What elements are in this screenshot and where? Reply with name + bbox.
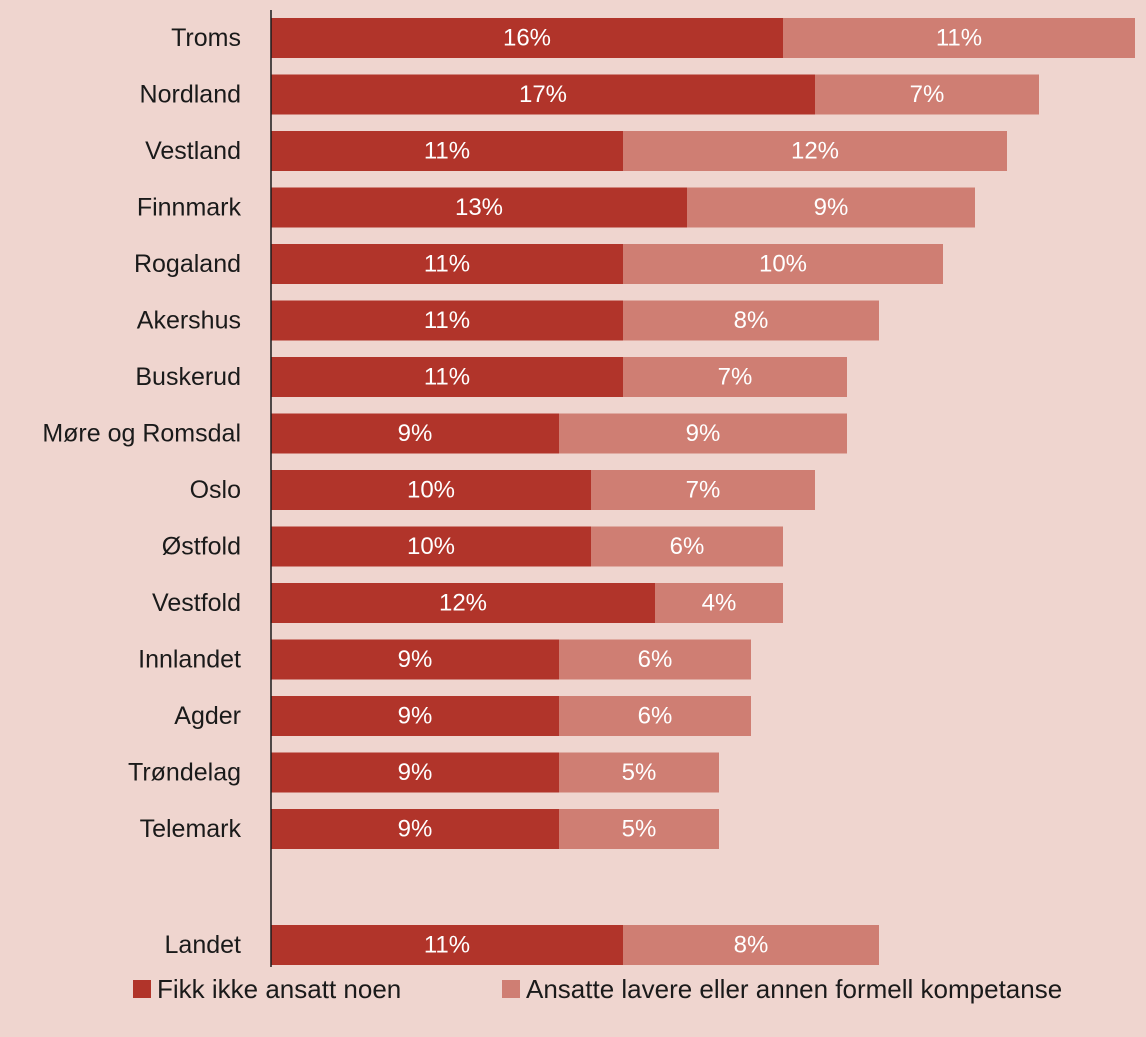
value-label-rogaland-series-2: 10% — [759, 251, 807, 278]
category-label-innlandet: Innlandet — [138, 646, 241, 674]
category-label-ostfold: Østfold — [162, 533, 241, 561]
value-label-agder-series-1: 9% — [398, 703, 433, 730]
bar-nordland-series-2 — [815, 74, 1039, 115]
bar-buskerud-series-1 — [271, 357, 623, 397]
value-label-vestfold-series-1: 12% — [439, 590, 487, 617]
bar-landet-series-1 — [271, 925, 623, 965]
value-label-landet-series-1: 11% — [424, 932, 470, 959]
bar-innlandet-series-1 — [271, 639, 559, 680]
category-label-vestfold: Vestfold — [152, 589, 241, 617]
category-label-buskerud: Buskerud — [135, 363, 241, 391]
category-label-more-og-romsdal: Møre og Romsdal — [42, 420, 241, 448]
value-label-vestfold-series-2: 4% — [702, 590, 737, 617]
value-label-innlandet-series-1: 9% — [398, 646, 433, 673]
category-label-akershus: Akershus — [137, 307, 241, 335]
bar-more-og-romsdal-series-1 — [271, 413, 559, 454]
bar-troms-series-1 — [271, 18, 783, 58]
value-label-finnmark-series-2: 9% — [814, 194, 849, 221]
value-label-nordland-series-2: 7% — [910, 81, 945, 108]
value-label-buskerud-series-2: 7% — [718, 364, 753, 391]
bar-landet-series-2 — [623, 925, 879, 965]
category-label-rogaland: Rogaland — [134, 250, 241, 278]
bar-vestland-series-1 — [271, 131, 623, 171]
bar-troms-series-2 — [783, 18, 1135, 58]
value-label-oslo-series-1: 10% — [407, 477, 455, 504]
bar-more-og-romsdal-series-2 — [559, 413, 847, 454]
legend-item-series-1: Fikk ikke ansatt noen — [133, 969, 401, 1009]
category-label-vestland: Vestland — [145, 137, 241, 165]
bar-rogaland-series-1 — [271, 244, 623, 284]
bar-oslo-series-2 — [591, 470, 815, 510]
bar-trondelag-series-2 — [559, 752, 719, 793]
legend-label-series-1: Fikk ikke ansatt noen — [157, 974, 402, 1004]
value-label-akershus-series-2: 8% — [734, 307, 769, 334]
bar-ostfold-series-1 — [271, 526, 591, 567]
value-label-innlandet-series-2: 6% — [638, 646, 673, 673]
bar-finnmark-series-2 — [687, 187, 975, 228]
category-label-landet: Landet — [165, 931, 242, 959]
value-label-troms-series-2: 11% — [936, 25, 982, 52]
value-label-telemark-series-1: 9% — [398, 816, 433, 843]
value-label-trondelag-series-2: 5% — [622, 759, 657, 786]
value-label-vestland-series-1: 11% — [424, 138, 470, 165]
value-label-agder-series-2: 6% — [638, 703, 673, 730]
bar-telemark-series-2 — [559, 809, 719, 849]
value-label-finnmark-series-1: 13% — [455, 194, 503, 221]
bar-oslo-series-1 — [271, 470, 591, 510]
value-label-nordland-series-1: 17% — [519, 81, 567, 108]
bar-trondelag-series-1 — [271, 752, 559, 793]
value-label-buskerud-series-1: 11% — [424, 364, 470, 391]
bar-vestfold-series-2 — [655, 583, 783, 623]
value-label-troms-series-1: 16% — [503, 25, 551, 52]
value-label-rogaland-series-1: 11% — [424, 251, 470, 278]
bar-akershus-series-2 — [623, 300, 879, 341]
legend-swatch-series-2 — [502, 980, 520, 998]
bar-agder-series-1 — [271, 696, 559, 736]
value-label-ostfold-series-2: 6% — [670, 533, 705, 560]
category-label-trondelag: Trøndelag — [128, 759, 241, 787]
bar-finnmark-series-1 — [271, 187, 687, 228]
legend-label-series-2: Ansatte lavere eller annen formell kompe… — [526, 974, 1063, 1004]
bar-vestfold-series-1 — [271, 583, 655, 623]
value-label-oslo-series-2: 7% — [686, 477, 721, 504]
category-label-nordland: Nordland — [140, 81, 241, 109]
bar-rogaland-series-2 — [623, 244, 943, 284]
bar-agder-series-2 — [559, 696, 751, 736]
category-label-telemark: Telemark — [140, 815, 242, 843]
value-label-ostfold-series-1: 10% — [407, 533, 455, 560]
bar-innlandet-series-2 — [559, 639, 751, 680]
bar-telemark-series-1 — [271, 809, 559, 849]
value-label-akershus-series-1: 11% — [424, 307, 470, 334]
bar-buskerud-series-2 — [623, 357, 847, 397]
bar-vestland-series-2 — [623, 131, 1007, 171]
category-label-agder: Agder — [174, 702, 241, 730]
bar-akershus-series-1 — [271, 300, 623, 341]
category-label-finnmark: Finnmark — [137, 194, 242, 222]
value-label-vestland-series-2: 12% — [791, 138, 839, 165]
chart-legend: Fikk ikke ansatt noen Ansatte lavere ell… — [0, 969, 1146, 1009]
legend-swatch-series-1 — [133, 980, 151, 998]
value-label-landet-series-2: 8% — [734, 932, 769, 959]
bar-ostfold-series-2 — [591, 526, 783, 567]
value-label-more-og-romsdal-series-2: 9% — [686, 420, 721, 447]
category-label-oslo: Oslo — [190, 476, 241, 504]
value-label-telemark-series-2: 5% — [622, 816, 657, 843]
value-label-more-og-romsdal-series-1: 9% — [398, 420, 433, 447]
legend-item-series-2: Ansatte lavere eller annen formell kompe… — [502, 969, 1062, 1009]
category-label-troms: Troms — [171, 24, 241, 52]
value-label-trondelag-series-1: 9% — [398, 759, 433, 786]
bar-nordland-series-1 — [271, 74, 815, 115]
